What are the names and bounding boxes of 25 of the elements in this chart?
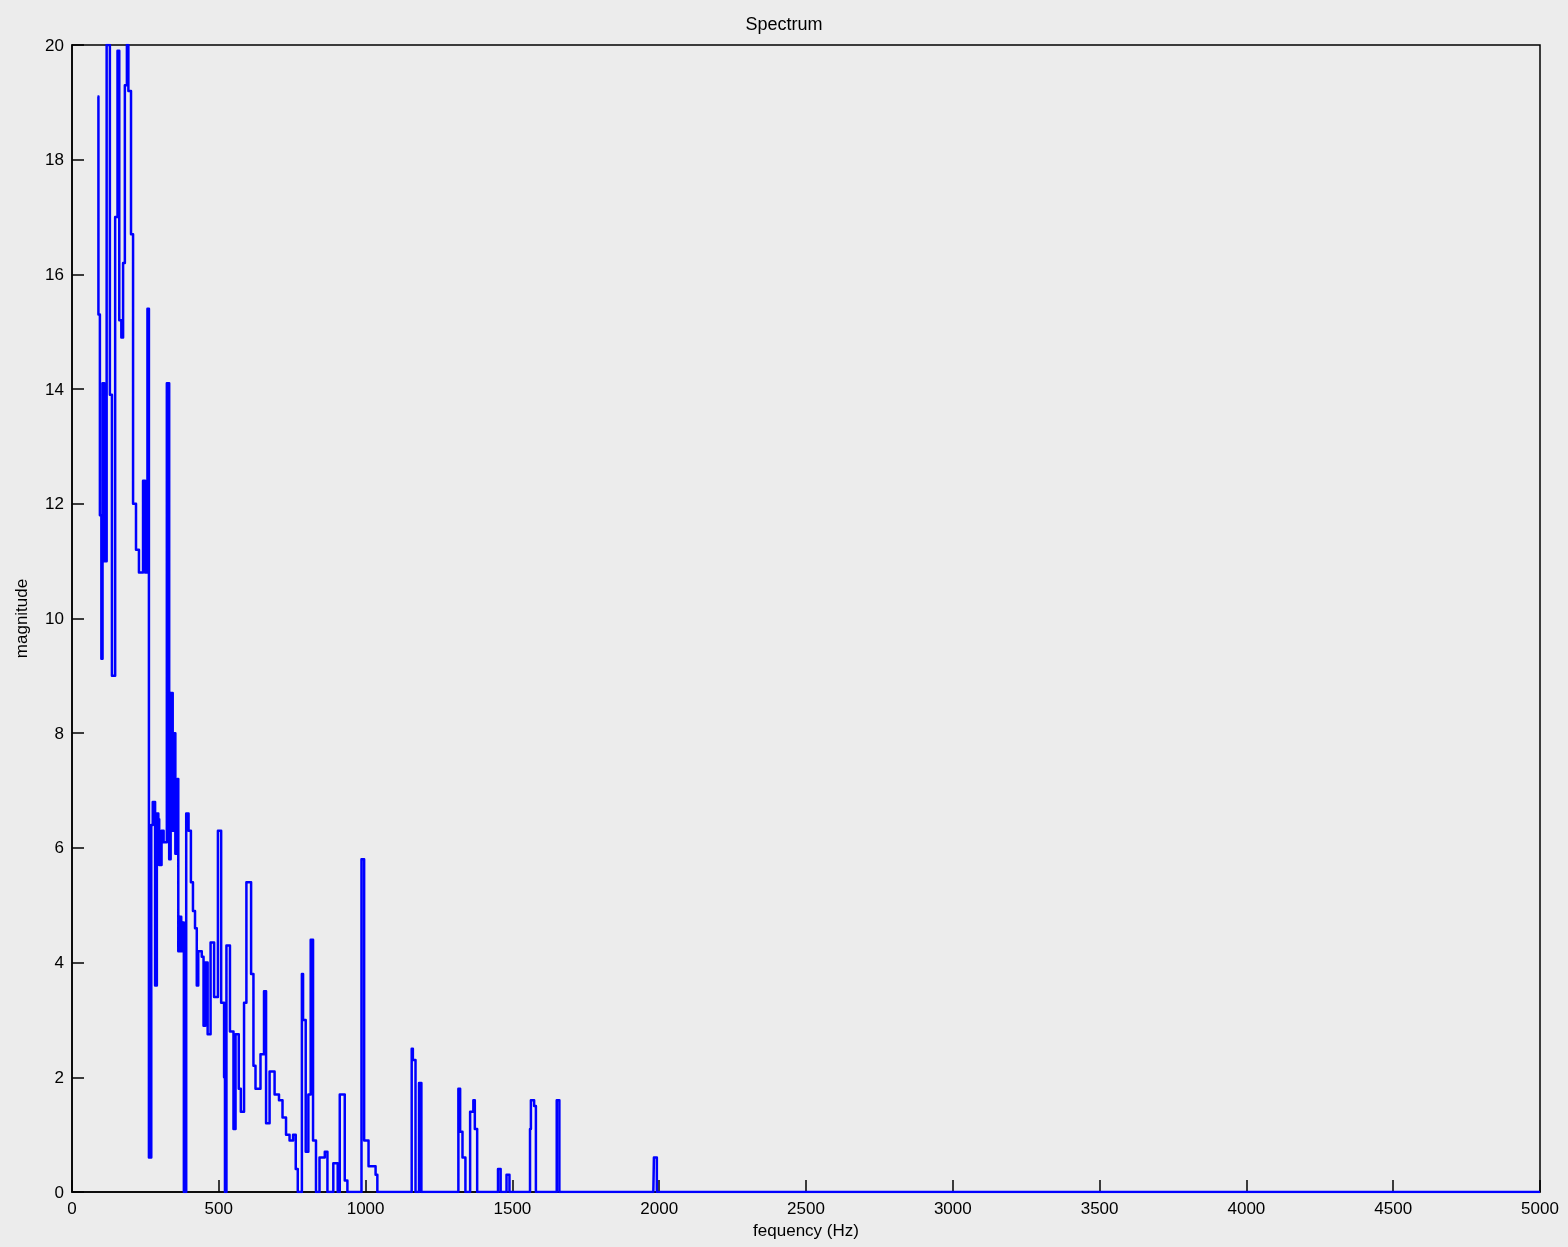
y-tick-label: 12: [45, 494, 64, 514]
y-tick-label: 2: [54, 1067, 64, 1087]
x-tick-label: 4500: [1374, 1199, 1413, 1218]
chart-title: Spectrum: [745, 14, 823, 34]
y-axis-title: magnitude: [12, 578, 31, 659]
x-tick-label: 1500: [493, 1199, 532, 1218]
x-tick-label: 1000: [346, 1199, 385, 1218]
x-tick-label: 5000: [1521, 1199, 1559, 1218]
x-tick-label: 0: [67, 1199, 77, 1218]
x-tick-label: 2500: [787, 1199, 825, 1218]
x-axis-title: fequency (Hz): [753, 1220, 859, 1240]
y-tick-label: 0: [54, 1182, 64, 1202]
x-tick-label: 4000: [1227, 1199, 1266, 1218]
x-tick-label: 500: [204, 1199, 233, 1218]
y-tick-label: 14: [45, 379, 64, 399]
x-tick-label: 2000: [640, 1199, 679, 1218]
y-tick-label: 4: [54, 953, 64, 973]
y-tick-label: 16: [45, 264, 64, 284]
y-tick-label: 6: [54, 838, 64, 858]
x-tick-label: 3500: [1080, 1199, 1119, 1218]
y-tick-label: 8: [54, 723, 64, 743]
x-tick-label: 3000: [933, 1199, 972, 1218]
y-tick-label: 20: [45, 35, 64, 55]
y-tick-label: 10: [45, 609, 64, 628]
y-tick-label: 18: [45, 150, 64, 170]
